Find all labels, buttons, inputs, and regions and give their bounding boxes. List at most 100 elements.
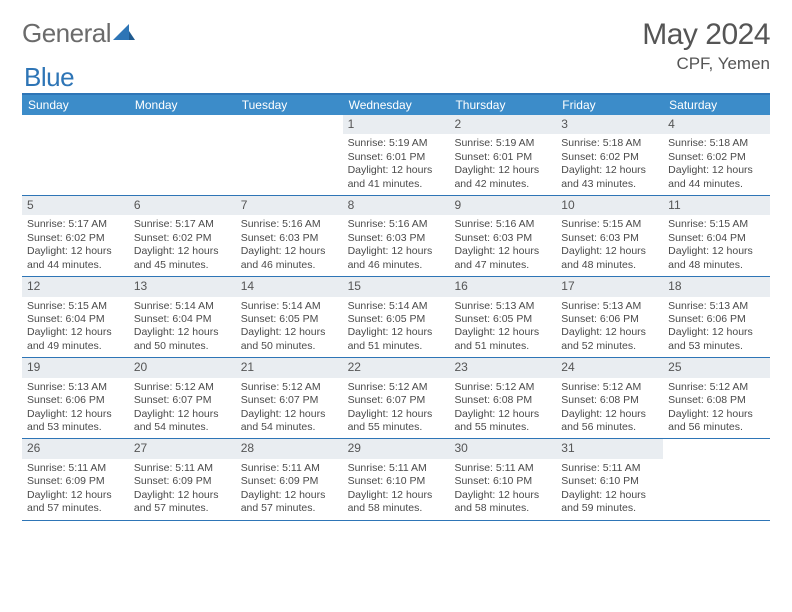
day-number: 4 xyxy=(663,115,770,134)
day-cell: 4Sunrise: 5:18 AMSunset: 6:02 PMDaylight… xyxy=(663,115,770,195)
day-header: Tuesday xyxy=(236,95,343,115)
day-info: Sunrise: 5:14 AMSunset: 6:04 PMDaylight:… xyxy=(129,297,236,358)
logo: General xyxy=(22,18,135,49)
day-number: 11 xyxy=(663,196,770,215)
day-cell: 20Sunrise: 5:12 AMSunset: 6:07 PMDayligh… xyxy=(129,358,236,438)
day-cell: 28Sunrise: 5:11 AMSunset: 6:09 PMDayligh… xyxy=(236,439,343,519)
day-header: Saturday xyxy=(663,95,770,115)
day-cell: 19Sunrise: 5:13 AMSunset: 6:06 PMDayligh… xyxy=(22,358,129,438)
day-cell: 29Sunrise: 5:11 AMSunset: 6:10 PMDayligh… xyxy=(343,439,450,519)
month-title: May 2024 xyxy=(642,18,770,52)
day-cell: 24Sunrise: 5:12 AMSunset: 6:08 PMDayligh… xyxy=(556,358,663,438)
day-number: 30 xyxy=(449,439,556,458)
day-number: 7 xyxy=(236,196,343,215)
day-number: 6 xyxy=(129,196,236,215)
day-info: Sunrise: 5:13 AMSunset: 6:06 PMDaylight:… xyxy=(22,378,129,439)
day-number: 19 xyxy=(22,358,129,377)
day-number: 26 xyxy=(22,439,129,458)
day-cell xyxy=(129,115,236,195)
day-cell: 8Sunrise: 5:16 AMSunset: 6:03 PMDaylight… xyxy=(343,196,450,276)
weeks-container: 1Sunrise: 5:19 AMSunset: 6:01 PMDaylight… xyxy=(22,115,770,521)
logo-text-blue: Blue xyxy=(24,62,74,93)
week-row: 5Sunrise: 5:17 AMSunset: 6:02 PMDaylight… xyxy=(22,196,770,277)
day-info: Sunrise: 5:17 AMSunset: 6:02 PMDaylight:… xyxy=(22,215,129,276)
day-info: Sunrise: 5:14 AMSunset: 6:05 PMDaylight:… xyxy=(236,297,343,358)
logo-triangle-icon xyxy=(113,16,135,47)
day-cell: 2Sunrise: 5:19 AMSunset: 6:01 PMDaylight… xyxy=(449,115,556,195)
day-number: 2 xyxy=(449,115,556,134)
day-cell: 16Sunrise: 5:13 AMSunset: 6:05 PMDayligh… xyxy=(449,277,556,357)
week-row: 19Sunrise: 5:13 AMSunset: 6:06 PMDayligh… xyxy=(22,358,770,439)
day-cell: 26Sunrise: 5:11 AMSunset: 6:09 PMDayligh… xyxy=(22,439,129,519)
day-number: 29 xyxy=(343,439,450,458)
logo-text-general: General xyxy=(22,18,111,49)
day-number: 20 xyxy=(129,358,236,377)
day-cell: 25Sunrise: 5:12 AMSunset: 6:08 PMDayligh… xyxy=(663,358,770,438)
day-info: Sunrise: 5:16 AMSunset: 6:03 PMDaylight:… xyxy=(236,215,343,276)
day-info: Sunrise: 5:16 AMSunset: 6:03 PMDaylight:… xyxy=(343,215,450,276)
day-info: Sunrise: 5:13 AMSunset: 6:06 PMDaylight:… xyxy=(556,297,663,358)
day-info: Sunrise: 5:11 AMSunset: 6:10 PMDaylight:… xyxy=(556,459,663,520)
day-info: Sunrise: 5:15 AMSunset: 6:04 PMDaylight:… xyxy=(663,215,770,276)
day-cell: 18Sunrise: 5:13 AMSunset: 6:06 PMDayligh… xyxy=(663,277,770,357)
day-cell: 23Sunrise: 5:12 AMSunset: 6:08 PMDayligh… xyxy=(449,358,556,438)
day-info: Sunrise: 5:12 AMSunset: 6:08 PMDaylight:… xyxy=(449,378,556,439)
week-row: 26Sunrise: 5:11 AMSunset: 6:09 PMDayligh… xyxy=(22,439,770,520)
day-number: 28 xyxy=(236,439,343,458)
day-header: Monday xyxy=(129,95,236,115)
day-header: Thursday xyxy=(449,95,556,115)
day-cell: 11Sunrise: 5:15 AMSunset: 6:04 PMDayligh… xyxy=(663,196,770,276)
day-cell: 9Sunrise: 5:16 AMSunset: 6:03 PMDaylight… xyxy=(449,196,556,276)
day-number: 17 xyxy=(556,277,663,296)
calendar-page: General May 2024 CPF, Yemen Blue SundayM… xyxy=(0,0,792,539)
day-cell: 27Sunrise: 5:11 AMSunset: 6:09 PMDayligh… xyxy=(129,439,236,519)
day-info: Sunrise: 5:17 AMSunset: 6:02 PMDaylight:… xyxy=(129,215,236,276)
day-cell: 13Sunrise: 5:14 AMSunset: 6:04 PMDayligh… xyxy=(129,277,236,357)
day-info: Sunrise: 5:19 AMSunset: 6:01 PMDaylight:… xyxy=(449,134,556,195)
day-header: Sunday xyxy=(22,95,129,115)
day-cell: 3Sunrise: 5:18 AMSunset: 6:02 PMDaylight… xyxy=(556,115,663,195)
day-cell xyxy=(236,115,343,195)
day-cell: 7Sunrise: 5:16 AMSunset: 6:03 PMDaylight… xyxy=(236,196,343,276)
day-number: 14 xyxy=(236,277,343,296)
day-cell: 6Sunrise: 5:17 AMSunset: 6:02 PMDaylight… xyxy=(129,196,236,276)
day-cell xyxy=(22,115,129,195)
day-cell: 10Sunrise: 5:15 AMSunset: 6:03 PMDayligh… xyxy=(556,196,663,276)
week-row: 12Sunrise: 5:15 AMSunset: 6:04 PMDayligh… xyxy=(22,277,770,358)
day-cell: 22Sunrise: 5:12 AMSunset: 6:07 PMDayligh… xyxy=(343,358,450,438)
day-info: Sunrise: 5:12 AMSunset: 6:07 PMDaylight:… xyxy=(129,378,236,439)
day-number: 12 xyxy=(22,277,129,296)
day-info: Sunrise: 5:18 AMSunset: 6:02 PMDaylight:… xyxy=(663,134,770,195)
day-info: Sunrise: 5:12 AMSunset: 6:08 PMDaylight:… xyxy=(556,378,663,439)
day-number: 3 xyxy=(556,115,663,134)
day-headers-row: SundayMondayTuesdayWednesdayThursdayFrid… xyxy=(22,95,770,115)
location: CPF, Yemen xyxy=(642,54,770,74)
day-info: Sunrise: 5:15 AMSunset: 6:03 PMDaylight:… xyxy=(556,215,663,276)
day-info: Sunrise: 5:12 AMSunset: 6:07 PMDaylight:… xyxy=(343,378,450,439)
day-number: 21 xyxy=(236,358,343,377)
day-info: Sunrise: 5:11 AMSunset: 6:09 PMDaylight:… xyxy=(22,459,129,520)
day-info: Sunrise: 5:11 AMSunset: 6:10 PMDaylight:… xyxy=(343,459,450,520)
day-number: 1 xyxy=(343,115,450,134)
day-header: Wednesday xyxy=(343,95,450,115)
day-cell: 12Sunrise: 5:15 AMSunset: 6:04 PMDayligh… xyxy=(22,277,129,357)
day-info: Sunrise: 5:14 AMSunset: 6:05 PMDaylight:… xyxy=(343,297,450,358)
day-cell: 30Sunrise: 5:11 AMSunset: 6:10 PMDayligh… xyxy=(449,439,556,519)
day-number: 25 xyxy=(663,358,770,377)
day-info: Sunrise: 5:11 AMSunset: 6:10 PMDaylight:… xyxy=(449,459,556,520)
day-cell: 31Sunrise: 5:11 AMSunset: 6:10 PMDayligh… xyxy=(556,439,663,519)
day-number: 27 xyxy=(129,439,236,458)
title-block: May 2024 CPF, Yemen xyxy=(642,18,770,74)
day-number: 23 xyxy=(449,358,556,377)
day-number: 10 xyxy=(556,196,663,215)
day-info: Sunrise: 5:19 AMSunset: 6:01 PMDaylight:… xyxy=(343,134,450,195)
day-header: Friday xyxy=(556,95,663,115)
day-number: 8 xyxy=(343,196,450,215)
calendar-grid: SundayMondayTuesdayWednesdayThursdayFrid… xyxy=(22,93,770,521)
day-number: 24 xyxy=(556,358,663,377)
day-info: Sunrise: 5:11 AMSunset: 6:09 PMDaylight:… xyxy=(236,459,343,520)
day-number: 22 xyxy=(343,358,450,377)
day-info: Sunrise: 5:12 AMSunset: 6:08 PMDaylight:… xyxy=(663,378,770,439)
day-info: Sunrise: 5:13 AMSunset: 6:06 PMDaylight:… xyxy=(663,297,770,358)
day-cell: 15Sunrise: 5:14 AMSunset: 6:05 PMDayligh… xyxy=(343,277,450,357)
